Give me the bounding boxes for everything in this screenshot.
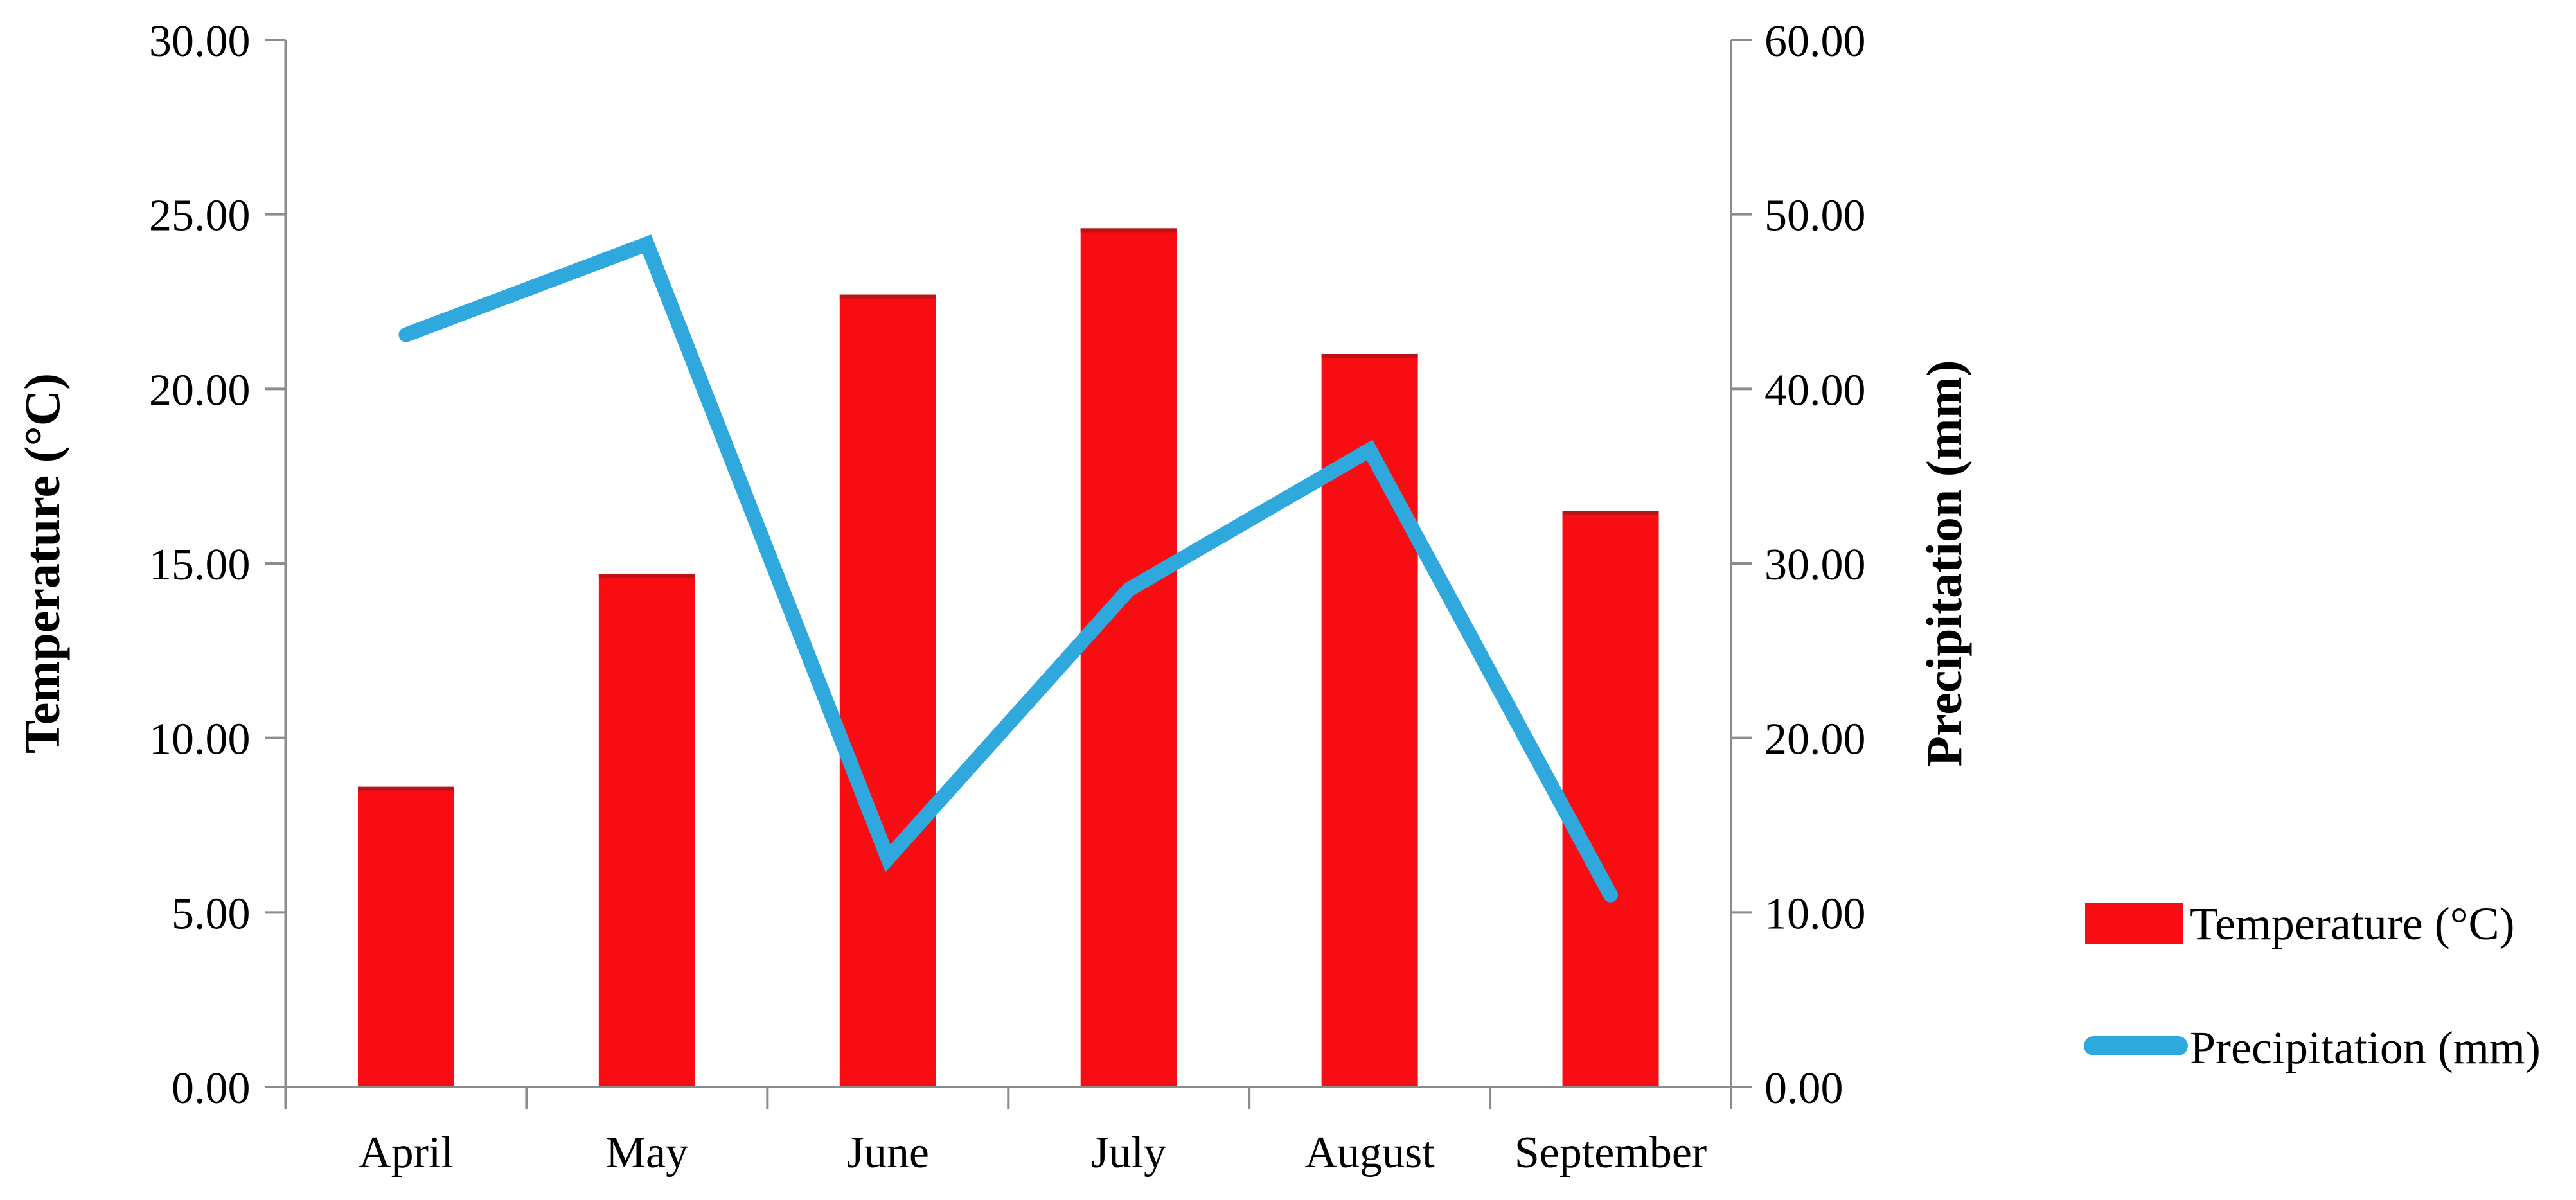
right-axis-tick-label: 40.00 [1764,366,1866,415]
temperature-bar-series [357,228,1659,1088]
right-axis-tick-label: 30.00 [1764,540,1866,590]
left-axis-tick-label: 30.00 [149,17,251,66]
legend-item-temperature: Temperature (°C) [2085,898,2515,949]
axis-tick-labels: 0.00 0.00 5.00 10.00 10.00 20.00 15.00 30.00 20.… [149,17,1866,1113]
category-label: September [1515,1128,1707,1178]
precipitation-line [398,234,1619,903]
right-axis-tick-label: 60.00 [1764,17,1866,66]
category-label: August [1305,1128,1435,1178]
temperature-bar-swatch [2085,903,2183,944]
right-axis-tick-label: 50.00 [1764,191,1866,241]
left-axis-tick-label: 10.00 [149,715,251,764]
temperature-bar [1562,511,1659,1087]
legend: Temperature (°C) Precipitation (mm) [2084,898,2541,1073]
right-axis-tick-label: 0.00 [1764,1064,1843,1113]
left-axis-tick-label: 20.00 [149,366,251,415]
legend-label-temperature: Temperature (°C) [2190,898,2515,949]
temperature-bar [357,786,454,1087]
category-label: May [606,1128,688,1178]
legend-item-precipitation: Precipitation (mm) [2084,1022,2541,1073]
left-axis-tick-label: 25.00 [149,191,251,241]
left-axis-tick-label: 0.00 [172,1064,251,1113]
left-axis-tick-label: 15.00 [149,540,251,590]
right-axis-tick-label: 20.00 [1764,715,1866,764]
right-axis-title: Precipitation (mm) [1916,360,1972,766]
category-label: April [359,1128,454,1178]
temperature-bar [1080,228,1177,1087]
precipitation-line-series [398,234,1619,903]
category-label: July [1091,1128,1166,1178]
axes [265,39,1752,1109]
legend-label-precipitation: Precipitation (mm) [2190,1022,2541,1073]
right-axis-tick-label: 10.00 [1764,889,1866,939]
category-label: June [847,1128,929,1178]
temperature-bar [598,574,695,1087]
category-labels: April May June July August September [359,1128,1707,1178]
left-axis-title: Temperature (°C) [14,373,70,754]
left-axis-tick-label: 5.00 [172,889,251,939]
temperature-bar [839,294,936,1088]
